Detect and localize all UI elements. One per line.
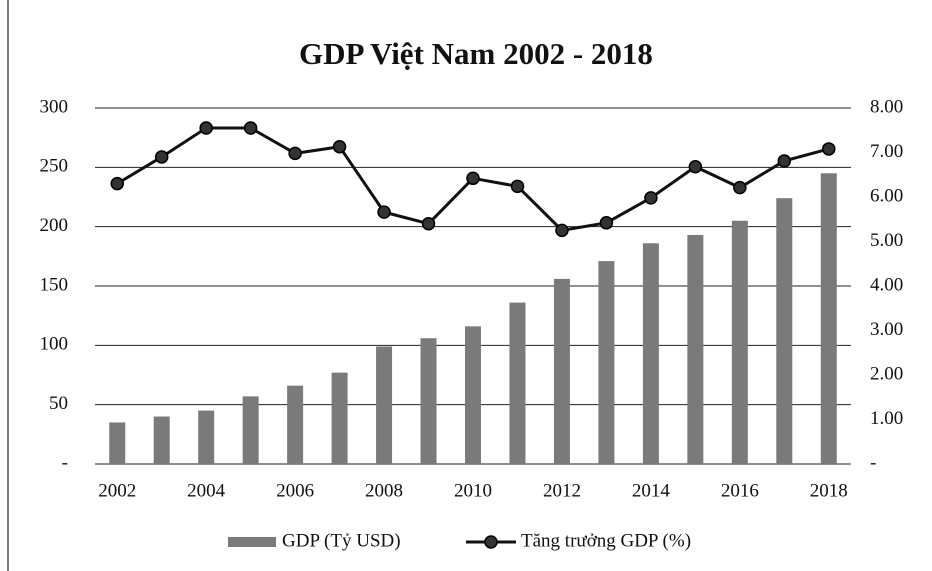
bar xyxy=(376,346,393,464)
y2-tick-label: 5.00 xyxy=(870,230,903,251)
y-tick-label: - xyxy=(62,452,68,473)
y2-tick-label: - xyxy=(870,452,876,473)
y2-tick-label: 1.00 xyxy=(870,408,903,429)
bar xyxy=(642,243,659,464)
bar xyxy=(553,278,570,464)
x-tick-label: 2016 xyxy=(721,480,759,501)
x-tick-label: 2012 xyxy=(543,480,581,501)
bar xyxy=(109,422,126,464)
x-tick-label: 2006 xyxy=(276,480,314,501)
y2-tick-label: 3.00 xyxy=(870,319,903,340)
x-tick-label: 2008 xyxy=(365,480,403,501)
bar xyxy=(598,261,615,464)
line-marker xyxy=(822,142,836,156)
x-tick-label: 2014 xyxy=(632,480,671,501)
x-tick-label: 2002 xyxy=(98,480,136,501)
bar xyxy=(153,416,170,464)
line-marker xyxy=(110,176,124,191)
legend-swatch xyxy=(228,537,276,547)
line-marker xyxy=(377,205,391,219)
line-marker xyxy=(777,154,792,168)
bar xyxy=(731,220,748,464)
y2-tick-label: 4.00 xyxy=(870,274,903,295)
line-marker xyxy=(288,146,302,161)
bar xyxy=(331,372,348,464)
bar xyxy=(420,338,437,464)
line-marker xyxy=(599,216,614,230)
bar xyxy=(465,326,481,464)
line-marker xyxy=(199,121,213,135)
line-marker xyxy=(154,150,169,164)
y2-tick-label: 7.00 xyxy=(870,141,903,162)
line-marker xyxy=(466,171,480,186)
x-tick-label: 2018 xyxy=(810,480,848,501)
line-marker xyxy=(243,121,258,135)
y2-tick-label: 6.00 xyxy=(870,185,903,206)
bar xyxy=(820,173,837,464)
bar xyxy=(687,234,704,464)
line-marker xyxy=(421,216,436,231)
bar xyxy=(287,385,304,464)
line-marker xyxy=(733,180,747,195)
line-marker xyxy=(688,159,703,174)
bar xyxy=(509,302,526,464)
y2-tick-label: 8.00 xyxy=(870,96,903,117)
x-tick-label: 2010 xyxy=(454,480,492,501)
x-tick-label: 2004 xyxy=(187,480,226,501)
line-marker xyxy=(510,179,525,194)
legend-label: GDP (Tỷ USD) xyxy=(282,530,401,551)
chart-title: GDP Việt Nam 2002 - 2018 xyxy=(299,36,653,71)
line-marker xyxy=(332,139,347,154)
y-tick-label: 250 xyxy=(40,156,69,177)
y-tick-label: 100 xyxy=(40,334,69,355)
legend-marker xyxy=(484,535,498,549)
line-marker xyxy=(555,223,569,238)
bar xyxy=(776,198,793,465)
bar xyxy=(242,396,259,464)
y-tick-label: 200 xyxy=(40,215,69,236)
bar xyxy=(198,410,215,464)
y-tick-label: 300 xyxy=(40,96,69,117)
y-tick-label: 150 xyxy=(40,274,69,295)
y-tick-label: 50 xyxy=(49,393,68,414)
y2-tick-label: 2.00 xyxy=(870,363,903,384)
legend-label: Tăng trưởng GDP (%) xyxy=(521,530,691,551)
line-marker xyxy=(644,191,658,205)
